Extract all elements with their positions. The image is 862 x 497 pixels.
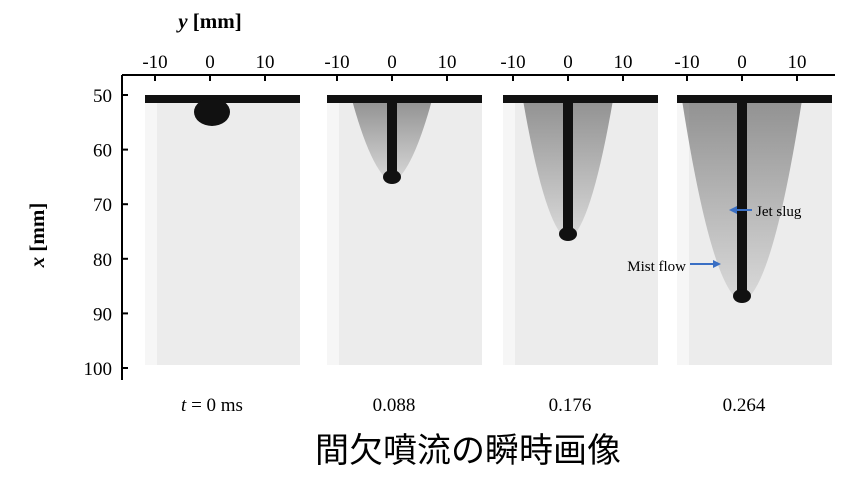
jet-tip: [733, 289, 751, 303]
jet: [737, 100, 747, 297]
tick-label: -10: [142, 52, 167, 73]
jet-head: [194, 98, 230, 126]
image-edge: [677, 95, 689, 365]
arrowhead: [713, 260, 721, 268]
caption: 間欠噴流の瞬時画像: [315, 431, 621, 471]
image-edge: [327, 95, 339, 365]
time-label: 0.176: [549, 395, 592, 416]
time-label: t = 0 ms: [181, 395, 243, 416]
tick-label: 10: [614, 52, 633, 73]
tick-label: 90: [93, 304, 112, 325]
x-axis-title: x [mm]: [25, 203, 49, 269]
tick-label: -10: [324, 52, 349, 73]
tick-label: 0: [205, 52, 215, 73]
arrowhead: [729, 206, 737, 214]
image-edge: [503, 95, 515, 365]
image-edge: [145, 95, 157, 365]
y-axis-title: y [mm]: [175, 9, 242, 33]
tick-label: 60: [93, 141, 112, 162]
jet-tip: [383, 170, 401, 184]
tick-label: 0: [737, 52, 747, 73]
time-text: 0.264: [723, 395, 766, 416]
tick-label: 80: [93, 250, 112, 271]
time-text: 0.088: [373, 395, 416, 416]
tick-label: 100: [84, 359, 113, 380]
time-var: t: [181, 395, 187, 416]
tick-label: 10: [788, 52, 807, 73]
nozzle-band: [677, 95, 832, 103]
time-text: = 0 ms: [191, 395, 243, 416]
image-bg: [145, 95, 300, 365]
jet: [387, 100, 397, 178]
nozzle-band: [145, 95, 300, 103]
jet: [563, 100, 573, 235]
jet-tip: [559, 227, 577, 241]
tick-label: 0: [387, 52, 397, 73]
time-label: 0.264: [723, 395, 766, 416]
tick-label: -10: [674, 52, 699, 73]
tick-label: 70: [93, 195, 112, 216]
nozzle-band: [503, 95, 658, 103]
annotation: Mist flow: [627, 259, 686, 275]
time-text: 0.176: [549, 395, 592, 416]
tick-label: 50: [93, 86, 112, 107]
tick-label: 10: [256, 52, 275, 73]
tick-label: -10: [500, 52, 525, 73]
nozzle-band: [327, 95, 482, 103]
time-label: 0.088: [373, 395, 416, 416]
tick-label: 10: [438, 52, 457, 73]
annotation: Jet slug: [756, 204, 802, 220]
tick-label: 0: [563, 52, 573, 73]
